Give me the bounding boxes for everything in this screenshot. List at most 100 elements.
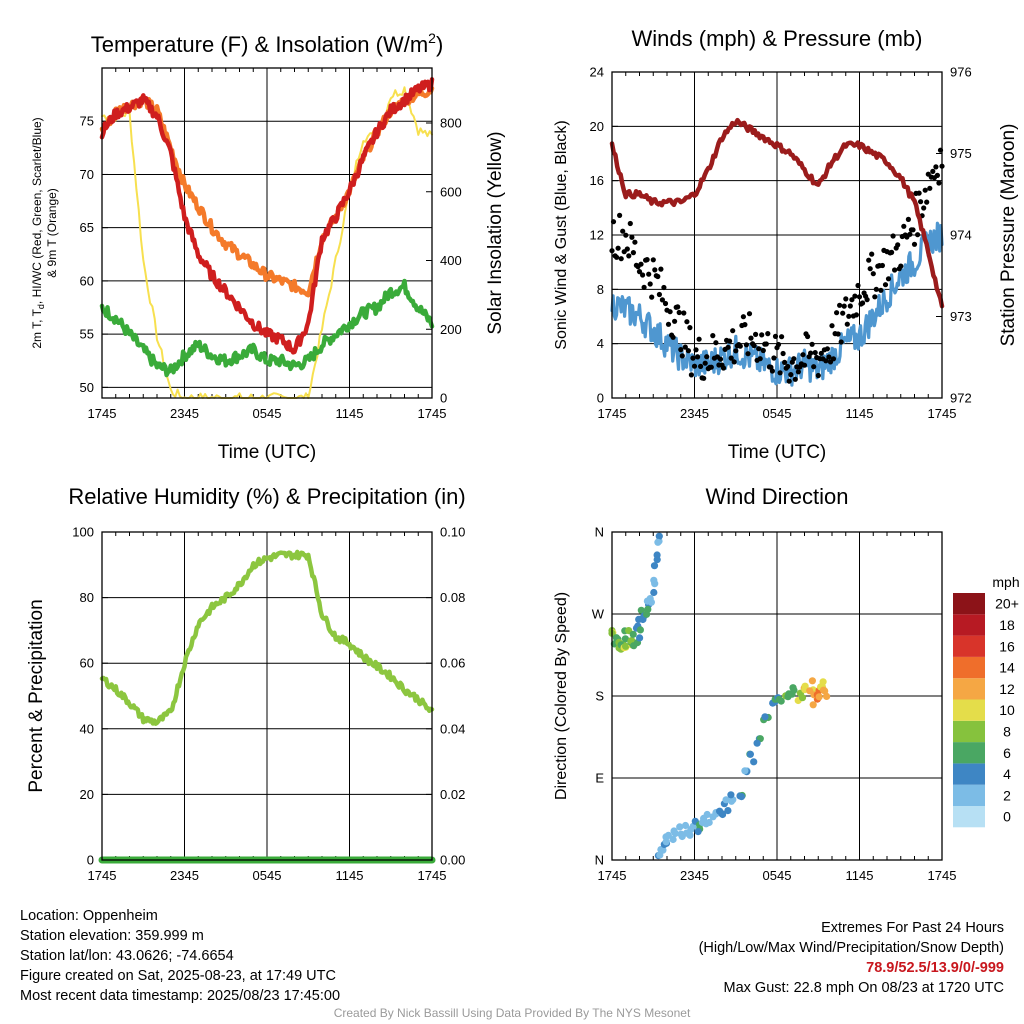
wind-frame bbox=[611, 71, 943, 399]
gust-point bbox=[933, 164, 939, 170]
direction-point bbox=[677, 830, 685, 838]
gust-point bbox=[690, 355, 696, 361]
gust-point bbox=[658, 266, 664, 272]
latlon-text: Station lat/lon: 43.0626; -74.6654 bbox=[20, 948, 234, 964]
y2-tick-label: 973 bbox=[950, 309, 972, 324]
gust-point bbox=[679, 353, 685, 359]
gust-point bbox=[898, 263, 904, 269]
direction-point bbox=[637, 606, 645, 614]
location-text: Location: Oppenheim bbox=[20, 908, 158, 924]
extremes-title: Extremes For Past 24 Hours bbox=[821, 920, 1004, 936]
gust-point bbox=[838, 339, 844, 345]
temp-ylabel-line2: & 9m T (Orange) bbox=[45, 188, 59, 278]
y-tick-label: 60 bbox=[80, 273, 94, 288]
gust-point bbox=[805, 333, 811, 340]
direction-point bbox=[727, 791, 735, 799]
gust-point bbox=[915, 232, 921, 238]
gust-point bbox=[930, 168, 936, 174]
gust-point bbox=[685, 348, 692, 354]
x-tick-label: 1145 bbox=[336, 406, 364, 421]
direction-point bbox=[801, 682, 809, 690]
temp-ylabel-part: 2m T, T bbox=[30, 308, 44, 348]
direction-point bbox=[823, 692, 831, 701]
direction-point bbox=[644, 605, 652, 614]
extremes-legend: (High/Low/Max Wind/Precipitation/Snow De… bbox=[698, 940, 1004, 956]
direction-point bbox=[681, 821, 690, 830]
y-tick-label: N bbox=[595, 853, 604, 868]
x-tick-label: 1145 bbox=[846, 868, 874, 883]
direction-point bbox=[819, 686, 828, 694]
direction-point bbox=[753, 739, 761, 747]
gust-point bbox=[708, 364, 714, 370]
direction-point bbox=[687, 825, 695, 834]
rh-chart-title: Relative Humidity (%) & Precipitation (i… bbox=[68, 484, 465, 509]
gust-point bbox=[918, 199, 924, 205]
y-tick-label: 16 bbox=[590, 173, 604, 188]
y-tick-label: 0 bbox=[87, 853, 94, 868]
y-tick-label: 40 bbox=[80, 721, 94, 736]
gust-point bbox=[678, 347, 684, 353]
gust-point bbox=[808, 350, 814, 356]
direction-point bbox=[655, 532, 663, 540]
temp-y2label: Solar Insolation (Yellow) bbox=[485, 131, 506, 334]
gust-point bbox=[769, 368, 776, 374]
speed-legend-swatch bbox=[953, 656, 985, 679]
speed-legend-label: 8 bbox=[1003, 723, 1011, 739]
gust-point bbox=[698, 363, 704, 369]
temp-title-close: ) bbox=[436, 32, 443, 57]
dir-frame bbox=[611, 531, 943, 861]
gust-point bbox=[693, 347, 699, 353]
gust-point bbox=[826, 354, 832, 360]
wind-y2label: Station Pressure (Maroon) bbox=[998, 124, 1019, 347]
dir-ylabel: Direction (Colored By Speed) bbox=[553, 592, 570, 800]
gust-point bbox=[737, 343, 743, 349]
direction-point bbox=[815, 693, 823, 701]
y2-tick-label: 974 bbox=[950, 228, 972, 243]
wind-chart-title: Winds (mph) & Pressure (mb) bbox=[632, 26, 923, 51]
gust-point bbox=[733, 348, 739, 354]
y-tick-label: E bbox=[595, 771, 604, 786]
gust-point bbox=[730, 328, 736, 334]
gust-point bbox=[665, 321, 672, 327]
gust-point bbox=[640, 272, 646, 278]
y2-tick-label: 976 bbox=[950, 65, 972, 80]
gust-point bbox=[837, 302, 843, 308]
gust-point bbox=[872, 294, 878, 300]
direction-point bbox=[724, 807, 732, 815]
gust-point bbox=[710, 333, 716, 339]
direction-point bbox=[636, 634, 644, 642]
gust-point bbox=[834, 310, 840, 316]
y2-tick-label: 0.04 bbox=[440, 721, 465, 736]
speed-legend-swatch bbox=[953, 763, 985, 785]
gust-point bbox=[717, 356, 724, 362]
gust-point bbox=[840, 310, 846, 316]
direction-point bbox=[789, 684, 797, 692]
gust-point bbox=[812, 350, 818, 356]
gust-point bbox=[756, 346, 762, 352]
gust-point bbox=[775, 341, 782, 348]
gust-point bbox=[618, 256, 624, 262]
gust-point bbox=[788, 372, 794, 378]
gust-point bbox=[786, 378, 792, 384]
x-tick-label: 1745 bbox=[598, 868, 627, 883]
gust-point bbox=[702, 360, 708, 366]
gust-point bbox=[780, 350, 786, 357]
y2-tick-label: 975 bbox=[950, 146, 972, 161]
temp-ylabel-sub: d bbox=[36, 304, 46, 309]
gust-point bbox=[759, 332, 765, 338]
y-tick-label: 80 bbox=[80, 590, 94, 605]
y-tick-label: 8 bbox=[597, 282, 604, 297]
gust-point bbox=[675, 304, 681, 310]
direction-point bbox=[819, 678, 827, 686]
y-tick-label: S bbox=[595, 689, 604, 704]
x-tick-label: 1745 bbox=[418, 406, 447, 421]
gust-point bbox=[624, 246, 630, 252]
y-tick-label: 24 bbox=[590, 65, 604, 80]
y-tick-label: W bbox=[592, 607, 605, 622]
gust-point bbox=[688, 372, 695, 378]
speed-legend-label: 12 bbox=[999, 681, 1015, 697]
gust-point bbox=[617, 212, 623, 218]
gust-point bbox=[785, 363, 791, 370]
gust-point bbox=[672, 318, 678, 324]
